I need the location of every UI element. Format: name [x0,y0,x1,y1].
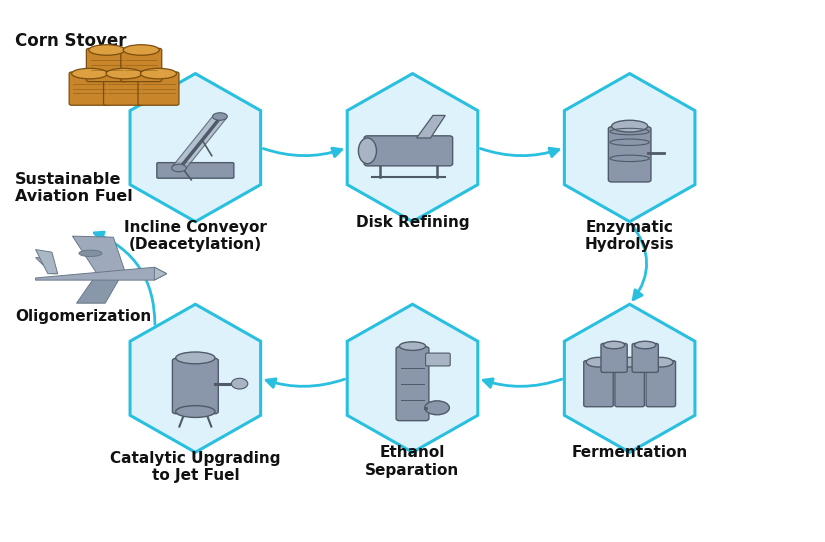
Circle shape [231,378,248,389]
FancyBboxPatch shape [426,353,450,366]
Text: Catalytic Upgrading
to Jet Fuel: Catalytic Upgrading to Jet Fuel [110,451,280,483]
Ellipse shape [611,120,648,132]
Polygon shape [154,267,167,280]
FancyBboxPatch shape [138,72,179,105]
Ellipse shape [425,401,450,415]
FancyBboxPatch shape [584,360,613,406]
FancyBboxPatch shape [172,358,219,414]
Polygon shape [35,257,58,274]
Ellipse shape [72,68,108,79]
Polygon shape [172,115,227,169]
Ellipse shape [172,164,186,172]
Ellipse shape [89,45,125,55]
Text: Fermentation: Fermentation [572,446,688,460]
Ellipse shape [213,113,228,120]
Polygon shape [564,74,695,222]
Ellipse shape [617,357,642,367]
Ellipse shape [358,138,376,164]
Polygon shape [130,304,261,453]
FancyBboxPatch shape [601,344,627,372]
Ellipse shape [106,68,142,79]
FancyBboxPatch shape [69,72,110,105]
Text: Ethanol
Separation: Ethanol Separation [365,446,460,478]
Polygon shape [35,249,58,274]
FancyBboxPatch shape [157,163,233,178]
Text: Sustainable
Aviation Fuel: Sustainable Aviation Fuel [15,172,133,204]
FancyBboxPatch shape [632,344,658,372]
Ellipse shape [176,405,215,417]
FancyBboxPatch shape [120,48,162,82]
Ellipse shape [140,68,177,79]
Polygon shape [347,74,478,222]
Polygon shape [73,236,125,274]
FancyBboxPatch shape [615,360,644,406]
FancyBboxPatch shape [364,136,453,166]
FancyBboxPatch shape [608,127,651,182]
Ellipse shape [648,357,673,367]
Polygon shape [417,115,446,138]
Text: Enzymatic
Hydrolysis: Enzymatic Hydrolysis [585,220,675,253]
Ellipse shape [603,341,625,349]
Ellipse shape [399,342,426,350]
Text: Disk Refining: Disk Refining [356,215,469,230]
Text: Incline Conveyor
(Deacetylation): Incline Conveyor (Deacetylation) [124,220,266,253]
Ellipse shape [634,341,656,349]
Polygon shape [35,267,167,280]
FancyBboxPatch shape [104,72,144,105]
Polygon shape [347,304,478,453]
Text: Oligomerization: Oligomerization [15,309,151,324]
Ellipse shape [176,352,215,364]
Polygon shape [77,274,121,303]
Ellipse shape [587,357,610,367]
Ellipse shape [123,45,159,55]
Ellipse shape [79,250,102,256]
FancyBboxPatch shape [646,360,676,406]
Polygon shape [564,304,695,453]
Text: Corn Stover: Corn Stover [15,33,126,50]
Polygon shape [130,74,261,222]
FancyBboxPatch shape [396,347,429,421]
FancyBboxPatch shape [87,48,127,82]
